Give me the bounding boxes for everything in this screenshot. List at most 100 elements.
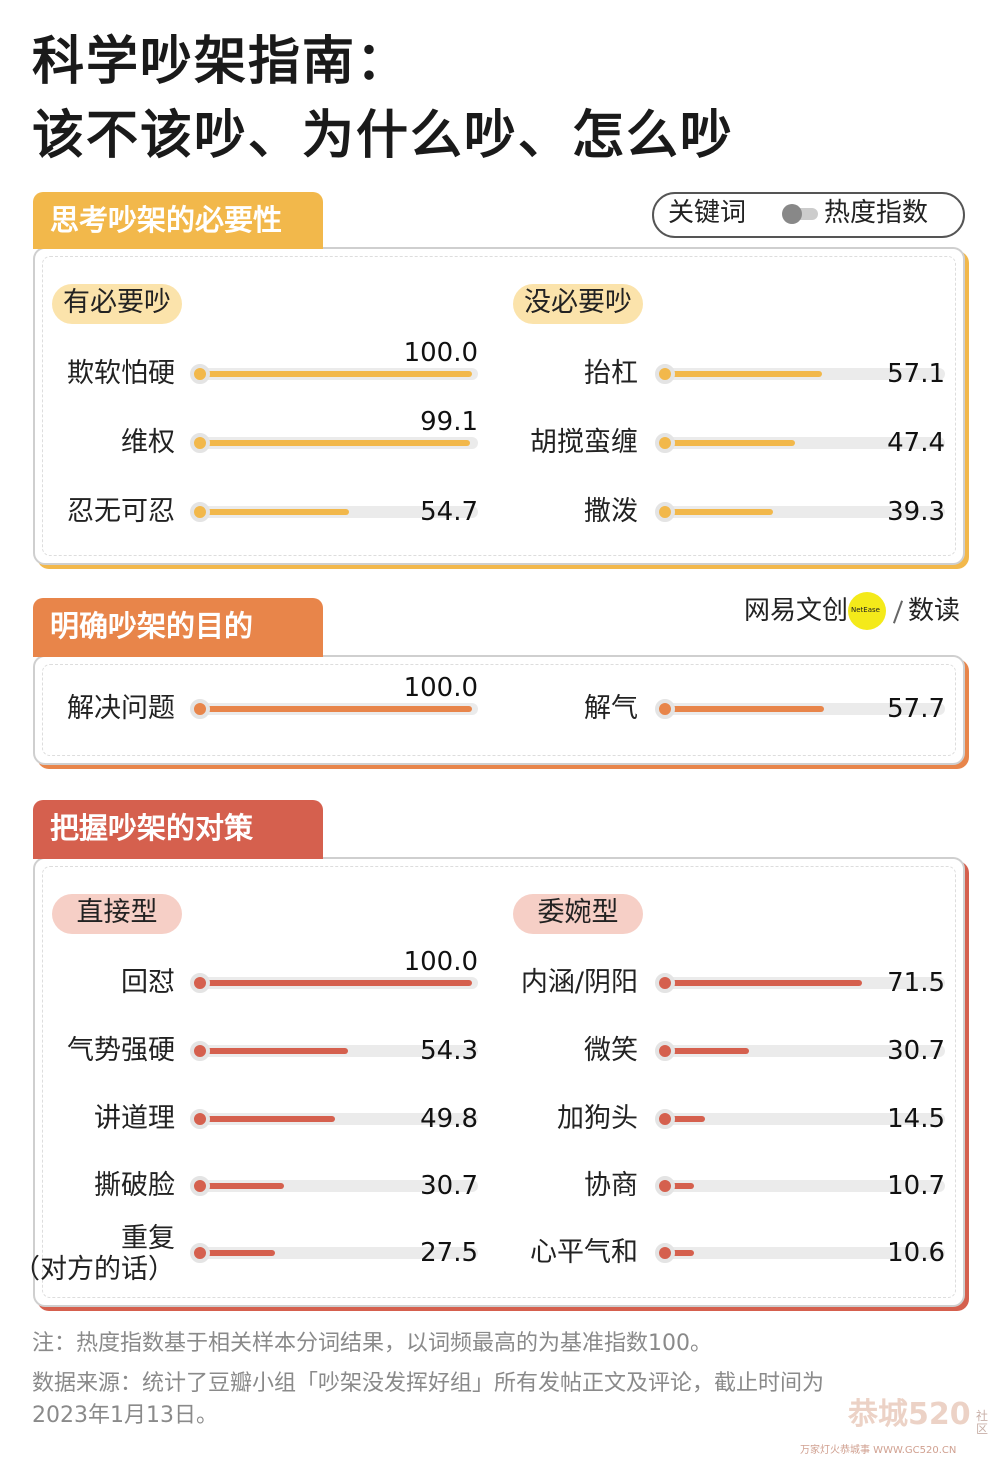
- bar-dot: [190, 364, 210, 384]
- bar: [665, 706, 824, 712]
- bar-dot: [655, 364, 675, 384]
- bar: [200, 440, 470, 446]
- value-label: 10.7: [887, 1171, 945, 1201]
- value-label: 27.5: [420, 1238, 478, 1268]
- value-label: 99.1: [420, 407, 478, 437]
- title-line: 科学吵架指南：: [32, 32, 411, 92]
- bar: [200, 980, 472, 986]
- bar: [200, 1116, 336, 1122]
- bar-dot: [655, 1243, 675, 1263]
- value-label: 49.8: [420, 1104, 478, 1134]
- value-label: 14.5: [887, 1104, 945, 1134]
- value-label: 71.5: [887, 968, 945, 998]
- bar-dot: [190, 502, 210, 522]
- legend-text: 关键词: [668, 198, 747, 228]
- bar-dot: [655, 502, 675, 522]
- logo-badge: [848, 592, 886, 630]
- bar-dot: [190, 699, 210, 719]
- bar: [200, 1048, 348, 1054]
- category-label: 重复 （对方的话）: [13, 1223, 175, 1285]
- bar-dot: [655, 433, 675, 453]
- category-label: 解决问题: [67, 693, 175, 724]
- watermark: 万家灯火恭城事 WWW.GC520.CN: [800, 1445, 957, 1456]
- value-label: 39.3: [887, 497, 945, 527]
- bar: [200, 371, 472, 377]
- section-box: [33, 857, 965, 1307]
- bar-dot: [190, 1176, 210, 1196]
- bar-dot: [655, 1109, 675, 1129]
- bar-dot: [190, 1243, 210, 1263]
- category-label: 讲道理: [94, 1103, 175, 1134]
- bar-track: [657, 1113, 945, 1125]
- note: 数据来源：统计了豆瓣小组「吵架没发挥好组」所有发帖正文及评论，截止时间为: [32, 1371, 825, 1396]
- section-title: 思考吵架的必要性: [50, 203, 283, 237]
- category-label: 回怼: [121, 967, 175, 998]
- legend-text: 热度指数: [824, 198, 929, 228]
- category-label: 忍无可忍: [67, 496, 175, 527]
- bar: [200, 1250, 275, 1256]
- bar-dot: [190, 1109, 210, 1129]
- title-line: 该不该吵、为什么吵、怎么吵: [32, 106, 735, 166]
- note: 2023年1月13日。: [32, 1403, 218, 1428]
- bar-dot: [655, 699, 675, 719]
- value-label: 57.1: [887, 359, 945, 389]
- category-label: 心平气和: [530, 1237, 638, 1268]
- category-label: 加狗头: [557, 1103, 638, 1134]
- category-label: 气势强硬: [67, 1035, 175, 1066]
- logo-badge-text: NetEase: [851, 606, 880, 614]
- group-pill: [52, 284, 182, 324]
- category-label: 抬杠: [584, 358, 638, 389]
- bar: [665, 1250, 695, 1256]
- section-title: 把握吵架的对策: [50, 811, 254, 845]
- section-inner: [42, 664, 956, 756]
- bar-dot: [190, 1041, 210, 1061]
- section-tab: [33, 598, 323, 657]
- bar: [665, 1183, 695, 1189]
- category-label: 协商: [584, 1170, 638, 1201]
- bar: [200, 706, 472, 712]
- value-label: 57.7: [887, 694, 945, 724]
- section-inner: [42, 256, 956, 556]
- group-name: 有必要吵: [63, 287, 171, 318]
- bar-dot: [190, 433, 210, 453]
- category-label: 微笑: [584, 1035, 638, 1066]
- group-pill: [513, 284, 643, 324]
- bar: [200, 509, 349, 515]
- category-label: 欺软怕硬: [67, 358, 175, 389]
- bar-dot: [655, 1041, 675, 1061]
- bar-dot: [190, 973, 210, 993]
- value-label: 10.6: [887, 1238, 945, 1268]
- bar-track: [657, 1247, 945, 1259]
- watermark: 恭城520: [848, 1397, 971, 1432]
- bar: [665, 980, 862, 986]
- watermark: 社区: [976, 1409, 989, 1437]
- category-label: 内涵/阴阳: [520, 967, 638, 998]
- bar: [665, 1048, 750, 1054]
- category-label: 维权: [121, 427, 175, 458]
- group-name: 直接型: [76, 897, 158, 928]
- value-label: 30.7: [887, 1036, 945, 1066]
- legend-dot: [782, 204, 802, 224]
- value-label: 54.3: [420, 1036, 478, 1066]
- value-label: 30.7: [420, 1171, 478, 1201]
- bar: [665, 440, 796, 446]
- logo-slash: [892, 600, 904, 624]
- legend-box: [652, 192, 965, 238]
- section-tab: [33, 192, 323, 249]
- logo-text: 网易文创: [744, 596, 849, 626]
- value-label: 100.0: [403, 338, 478, 368]
- category-label: 撕破脸: [94, 1170, 175, 1201]
- group-name: 没必要吵: [524, 287, 632, 318]
- bar-track: [657, 1180, 945, 1192]
- value-label: 54.7: [420, 497, 478, 527]
- group-pill: [52, 894, 182, 934]
- section-tab: [33, 800, 323, 859]
- value-label: 100.0: [403, 947, 478, 977]
- bar-dot: [655, 1176, 675, 1196]
- bar-dot: [655, 973, 675, 993]
- bar: [665, 509, 774, 515]
- bar: [665, 371, 823, 377]
- category-label: 胡搅蛮缠: [530, 427, 638, 458]
- logo-text: 数读: [908, 596, 961, 626]
- value-label: 100.0: [403, 673, 478, 703]
